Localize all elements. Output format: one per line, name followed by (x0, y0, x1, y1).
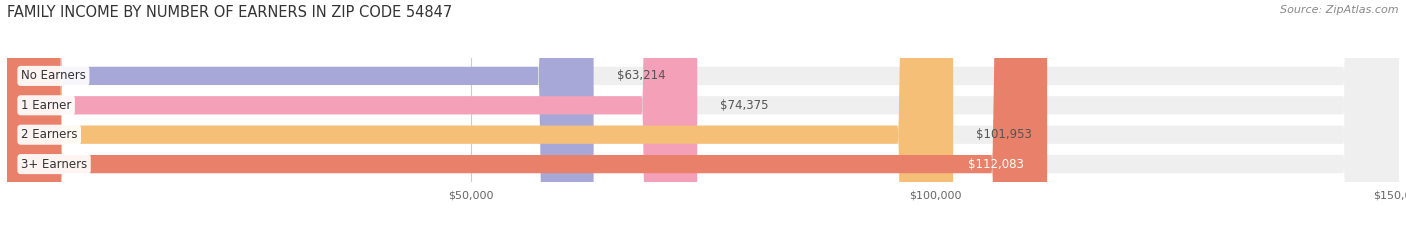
FancyBboxPatch shape (7, 0, 1047, 233)
FancyBboxPatch shape (7, 0, 1399, 233)
Text: 2 Earners: 2 Earners (21, 128, 77, 141)
FancyBboxPatch shape (7, 0, 697, 233)
Text: $63,214: $63,214 (617, 69, 665, 82)
Text: $112,083: $112,083 (969, 158, 1024, 171)
Text: $101,953: $101,953 (976, 128, 1032, 141)
Text: Source: ZipAtlas.com: Source: ZipAtlas.com (1281, 5, 1399, 15)
Text: $74,375: $74,375 (720, 99, 769, 112)
FancyBboxPatch shape (7, 0, 1399, 233)
Text: FAMILY INCOME BY NUMBER OF EARNERS IN ZIP CODE 54847: FAMILY INCOME BY NUMBER OF EARNERS IN ZI… (7, 5, 453, 20)
FancyBboxPatch shape (7, 0, 953, 233)
Text: No Earners: No Earners (21, 69, 86, 82)
FancyBboxPatch shape (7, 0, 1399, 233)
Text: 3+ Earners: 3+ Earners (21, 158, 87, 171)
FancyBboxPatch shape (7, 0, 593, 233)
Text: 1 Earner: 1 Earner (21, 99, 72, 112)
FancyBboxPatch shape (7, 0, 1399, 233)
